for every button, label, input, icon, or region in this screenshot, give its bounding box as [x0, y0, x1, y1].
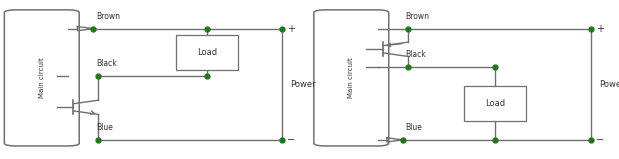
Text: Load: Load: [197, 48, 217, 57]
Text: Blue: Blue: [96, 123, 113, 132]
Text: +: +: [596, 24, 604, 34]
Text: −: −: [287, 135, 295, 145]
Text: Black: Black: [405, 50, 426, 59]
Bar: [176, 35, 238, 70]
Bar: [464, 86, 526, 121]
Text: Power: Power: [599, 80, 619, 89]
Text: Brown: Brown: [96, 12, 120, 21]
Text: +: +: [287, 24, 295, 34]
Text: Main circuit: Main circuit: [348, 58, 354, 98]
Text: Blue: Blue: [405, 123, 422, 132]
Text: −: −: [596, 135, 604, 145]
Text: Black: Black: [96, 59, 117, 68]
Text: Power: Power: [290, 80, 315, 89]
Text: Main circuit: Main circuit: [39, 58, 45, 98]
Text: Load: Load: [485, 99, 505, 108]
FancyBboxPatch shape: [314, 10, 389, 146]
Text: Brown: Brown: [405, 12, 430, 21]
FancyBboxPatch shape: [4, 10, 79, 146]
